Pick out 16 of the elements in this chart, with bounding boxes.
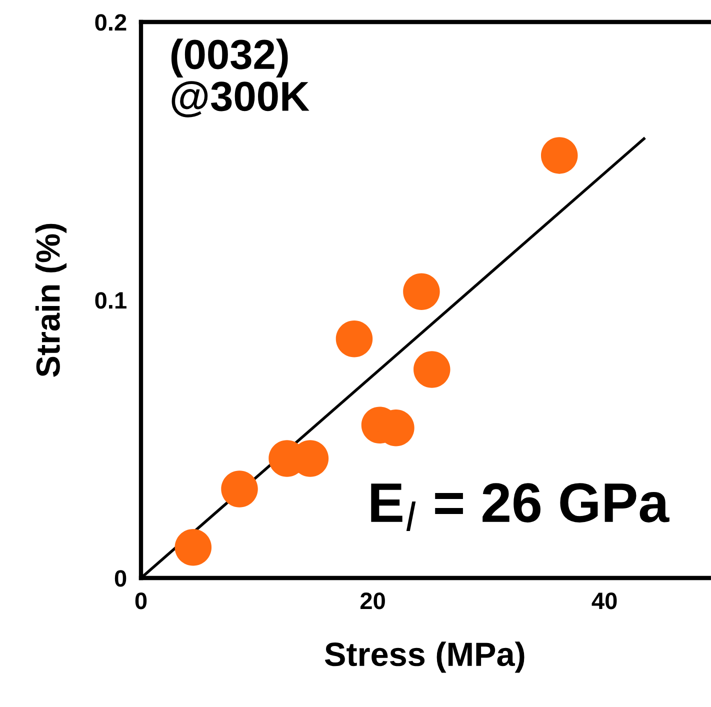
x-tick-label: 40 [592,592,617,610]
y-tick-label: 0 [114,570,126,587]
y-tick-label: 0.2 [95,14,126,31]
point [414,351,450,388]
x-tick-label: 20 [360,592,385,610]
annotation: (0032) @300K [171,38,310,118]
x-axis-title: Stress (MPa) [324,642,524,673]
point [221,470,258,508]
y-tick-label: 0.1 [95,292,126,309]
point [540,137,578,174]
y-axis-title: Strain (%) [35,224,67,377]
point [174,529,212,566]
x-tick-label: 0 [135,592,147,610]
annotation: E$_{l}$ = 26 GPa [371,483,670,532]
point [403,273,440,310]
point [336,320,373,358]
